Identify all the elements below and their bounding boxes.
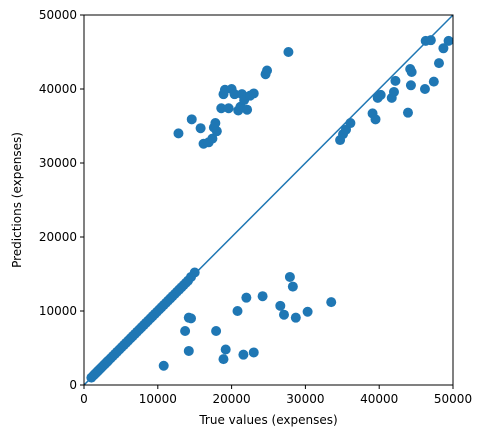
scatter-point	[406, 66, 417, 77]
x-tick-label: 20000	[213, 392, 251, 406]
y-tick-label: 10000	[39, 304, 77, 318]
scatter-point	[278, 309, 289, 320]
scatter-point	[428, 76, 439, 87]
scatter-point	[158, 360, 169, 371]
scatter-point	[180, 325, 191, 336]
x-tick-label: 50000	[434, 392, 472, 406]
scatter-point	[210, 118, 221, 129]
scatter-point	[425, 35, 436, 46]
x-tick-label: 30000	[286, 392, 324, 406]
axis-ticks: 0 10000 20000 30000 40000 50000 0 10000 20000 300…	[39, 8, 472, 406]
x-axis-title: True values (expenses)	[198, 413, 337, 427]
scatter-point	[183, 345, 194, 356]
scatter-point	[211, 126, 222, 137]
scatter-point	[419, 84, 430, 94]
scatter-point	[218, 354, 229, 365]
scatter-point	[211, 325, 222, 336]
scatter-point	[229, 89, 240, 100]
scatter-point	[195, 123, 206, 134]
scatter-point	[257, 291, 268, 302]
scatter-point	[232, 306, 243, 316]
scatter-point	[262, 65, 273, 76]
x-tick-label: 40000	[360, 392, 398, 406]
y-tick-label: 0	[69, 378, 77, 392]
scatter-point	[186, 114, 197, 125]
scatter-point	[284, 271, 295, 282]
scatter-point	[302, 306, 313, 317]
scatter-point	[223, 103, 234, 114]
scatter-point	[241, 292, 252, 303]
y-tick-label: 40000	[39, 82, 77, 96]
scatter-point	[402, 107, 413, 118]
y-tick-label: 50000	[39, 8, 77, 22]
scatter-point	[375, 89, 386, 100]
scatter-point	[220, 344, 231, 355]
scatter-point	[207, 133, 218, 144]
y-tick-label: 20000	[39, 230, 77, 244]
y-axis-title: Predictions (expenses)	[10, 132, 24, 268]
scatter-point	[242, 104, 253, 115]
scatter-point	[248, 88, 259, 99]
scatter-point	[248, 347, 259, 358]
y-tick-label: 30000	[39, 156, 77, 170]
scatter-point	[216, 103, 227, 114]
scatter-point	[370, 114, 381, 125]
plot-frame	[83, 14, 454, 386]
scatter-point	[388, 86, 399, 97]
scatter-point	[238, 349, 249, 360]
scatter-point	[326, 297, 337, 308]
scatter-point	[438, 43, 449, 54]
plot-area	[83, 14, 454, 386]
scatter-point	[405, 80, 416, 91]
x-tick-label: 10000	[139, 392, 177, 406]
scatter-point	[275, 300, 286, 311]
scatter-point	[186, 313, 197, 324]
scatter-point	[189, 267, 200, 278]
scatter-point	[290, 312, 301, 323]
scatter-point	[283, 47, 294, 57]
scatter-point	[173, 128, 184, 139]
scatter-point	[287, 281, 298, 292]
x-tick-label: 0	[80, 392, 88, 406]
scatter-point	[390, 75, 401, 86]
scatter-point	[433, 58, 444, 69]
scatter-point	[345, 118, 356, 129]
scatter-point	[443, 35, 454, 46]
